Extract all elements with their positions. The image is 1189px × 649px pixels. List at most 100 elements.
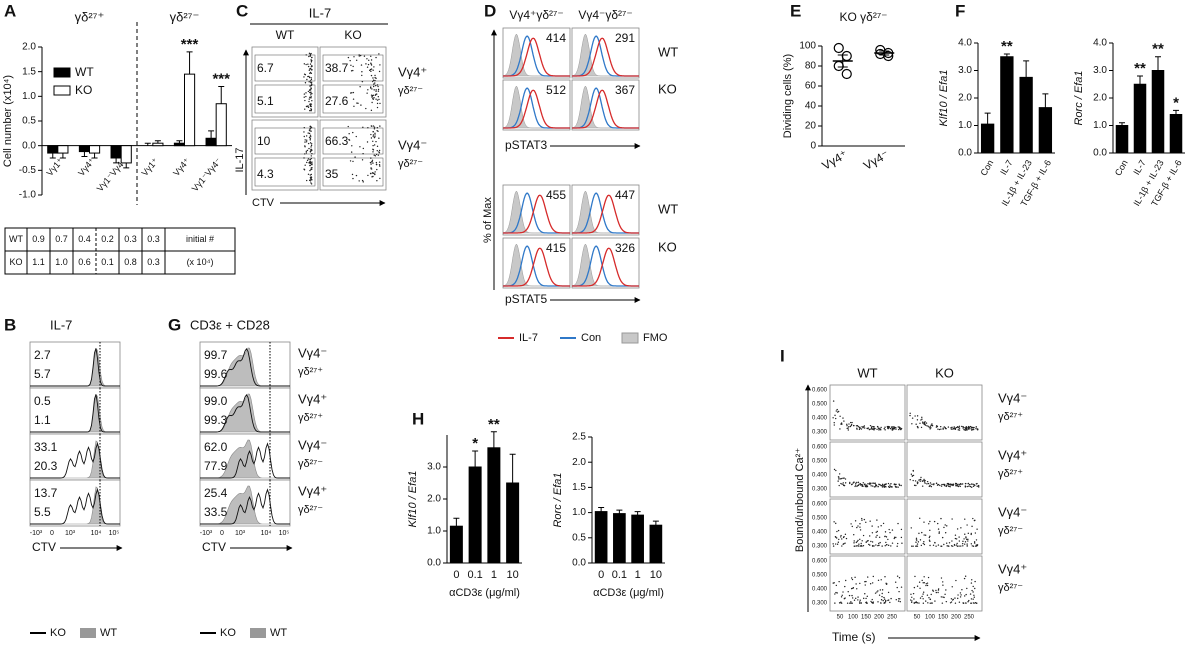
event — [889, 484, 891, 486]
event — [880, 599, 883, 601]
event — [898, 427, 901, 430]
event — [897, 598, 900, 600]
event — [929, 482, 932, 484]
event — [365, 63, 367, 65]
event — [970, 543, 973, 545]
event — [879, 541, 881, 544]
panel-letter: H — [412, 409, 424, 428]
table-cell: (x 10⁴) — [187, 257, 214, 267]
event — [942, 427, 944, 429]
event — [310, 173, 313, 176]
event — [937, 591, 939, 594]
event — [370, 168, 372, 170]
event — [372, 140, 374, 143]
event — [922, 598, 924, 600]
event — [308, 179, 311, 182]
event — [882, 522, 885, 525]
event — [910, 473, 913, 475]
event — [350, 64, 352, 66]
event — [376, 106, 379, 109]
legend-label: KO — [75, 83, 92, 97]
event — [935, 589, 937, 592]
event — [926, 582, 929, 584]
event — [922, 593, 924, 595]
event — [305, 63, 307, 66]
event — [921, 531, 923, 534]
event — [859, 601, 861, 603]
event — [362, 147, 365, 150]
row-label: WT — [658, 201, 678, 216]
event — [911, 423, 913, 425]
event — [919, 517, 921, 519]
event — [309, 104, 312, 106]
event — [928, 536, 931, 539]
event — [953, 426, 955, 428]
event — [854, 520, 857, 522]
event — [921, 579, 923, 582]
event — [310, 78, 313, 81]
panel-letter: C — [236, 1, 248, 20]
event — [305, 95, 307, 98]
event — [359, 86, 361, 88]
event — [350, 151, 353, 153]
event — [975, 427, 977, 430]
event — [951, 518, 953, 520]
event — [959, 596, 962, 598]
event — [871, 582, 874, 584]
event — [860, 542, 862, 545]
error-bar — [472, 450, 479, 467]
event — [976, 482, 978, 485]
event — [376, 168, 378, 171]
table-cell: 0.6 — [78, 257, 91, 267]
event — [355, 135, 357, 138]
event — [309, 91, 311, 94]
event — [920, 419, 922, 421]
event — [929, 485, 931, 487]
event — [974, 580, 976, 583]
x-tick-label: 1 — [491, 569, 497, 581]
event — [307, 105, 309, 107]
event — [308, 52, 311, 55]
row-label: KO — [658, 81, 677, 96]
event — [912, 470, 915, 472]
legend-label: Con — [581, 332, 601, 344]
event — [836, 408, 838, 411]
event — [851, 597, 854, 599]
x-axis-label: CTV — [32, 540, 56, 554]
legend-swatch — [250, 628, 266, 638]
x-tick-label: 10⁴ — [261, 530, 272, 537]
event — [968, 485, 970, 487]
event — [911, 545, 913, 547]
event — [950, 428, 953, 430]
dotplot-frame — [829, 498, 906, 555]
event — [303, 157, 305, 159]
error-bar — [91, 153, 98, 159]
bar — [89, 145, 101, 154]
event — [942, 584, 944, 586]
event — [924, 423, 926, 425]
event — [309, 164, 311, 167]
event — [962, 425, 964, 428]
event — [353, 105, 355, 108]
event — [913, 598, 915, 600]
y-tick-label: -0.5 — [19, 165, 37, 176]
event — [379, 177, 381, 180]
event — [878, 544, 880, 547]
event — [916, 415, 919, 417]
event — [939, 484, 941, 487]
event — [871, 525, 873, 527]
event — [373, 154, 375, 156]
event — [875, 544, 877, 546]
event — [935, 482, 938, 485]
event — [970, 602, 972, 604]
event — [370, 172, 372, 175]
table-cell: WT — [9, 234, 23, 244]
event — [925, 583, 927, 585]
event — [308, 129, 311, 131]
event — [310, 155, 312, 157]
event — [861, 545, 863, 547]
mfi-value: 415 — [546, 241, 566, 255]
event — [351, 145, 353, 147]
event — [850, 602, 852, 604]
event — [374, 155, 377, 157]
